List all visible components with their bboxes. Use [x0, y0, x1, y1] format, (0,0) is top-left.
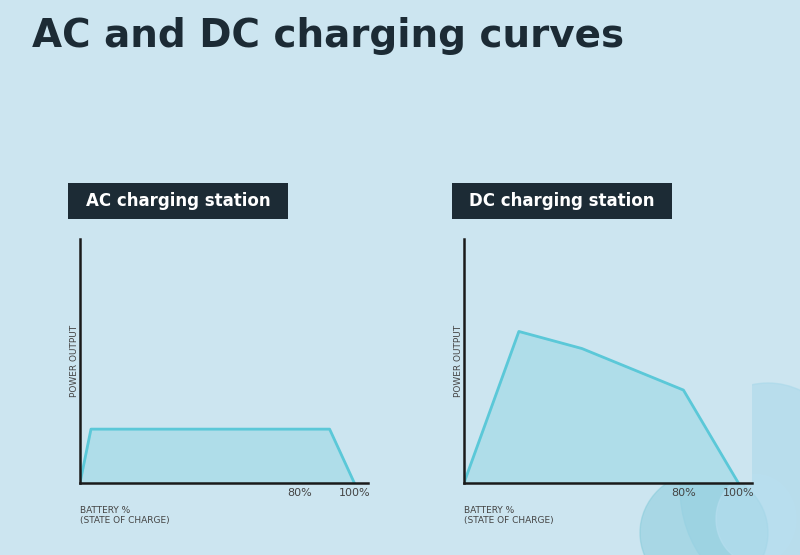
Text: AC charging station: AC charging station: [86, 192, 270, 210]
Text: AC and DC charging curves: AC and DC charging curves: [32, 17, 624, 54]
Y-axis label: POWER OUTPUT: POWER OUTPUT: [454, 325, 463, 397]
Y-axis label: POWER OUTPUT: POWER OUTPUT: [70, 325, 79, 397]
X-axis label: BATTERY %
(STATE OF CHARGE): BATTERY % (STATE OF CHARGE): [80, 506, 170, 526]
X-axis label: BATTERY %
(STATE OF CHARGE): BATTERY % (STATE OF CHARGE): [464, 506, 554, 526]
Text: DC charging station: DC charging station: [470, 192, 654, 210]
